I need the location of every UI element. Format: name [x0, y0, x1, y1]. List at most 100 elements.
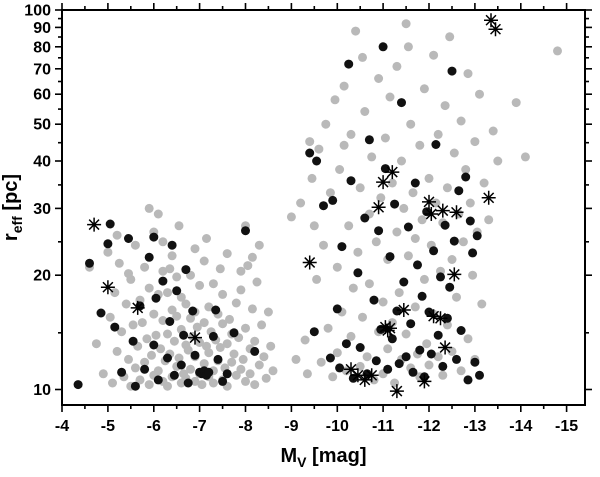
data-point-gray-circles [266, 341, 276, 351]
data-point-gray-circles [376, 193, 386, 203]
data-point-gray-circles [137, 318, 147, 328]
data-point-gray-circles [199, 359, 209, 369]
data-point-black-circles [371, 356, 381, 366]
data-point-black-circles [454, 186, 464, 196]
data-point-black-circles [378, 42, 388, 52]
data-point-black-circles [332, 304, 342, 314]
x-tick-label: -8 [238, 418, 252, 435]
data-point-gray-circles [117, 327, 127, 337]
data-point-gray-circles [408, 188, 418, 198]
data-point-gray-circles [254, 240, 264, 250]
data-point-gray-circles [431, 198, 441, 208]
data-point-gray-circles [440, 101, 450, 111]
data-point-gray-circles [296, 198, 306, 208]
data-point-gray-circles [378, 297, 388, 307]
data-point-gray-circles [463, 69, 473, 79]
data-point-gray-circles [286, 212, 296, 222]
data-point-gray-circles [442, 183, 452, 193]
data-point-gray-circles [415, 140, 425, 150]
data-point-black-circles [167, 240, 177, 250]
y-tick-label: 60 [33, 87, 51, 104]
data-point-black-circles [204, 367, 214, 377]
data-point-gray-circles [192, 322, 202, 332]
series-black-asterisks [87, 13, 503, 399]
data-point-asterisk [385, 165, 400, 180]
data-point-asterisk [302, 255, 317, 270]
data-point-gray-circles [241, 323, 250, 333]
data-point-gray-circles [130, 363, 140, 373]
data-point-gray-circles [215, 343, 225, 352]
data-point-gray-circles [229, 349, 239, 359]
data-point-asterisk [383, 321, 397, 336]
data-point-black-circles [445, 282, 455, 292]
data-point-black-circles [73, 380, 83, 390]
data-point-gray-circles [309, 221, 319, 231]
data-point-black-circles [463, 375, 473, 385]
data-point-gray-circles [406, 119, 416, 129]
data-point-gray-circles [149, 309, 159, 319]
data-point-gray-circles [394, 288, 404, 298]
data-point-gray-circles [468, 270, 478, 280]
data-point-black-circles [176, 360, 186, 370]
data-point-gray-circles [103, 247, 113, 257]
data-point-black-circles [369, 295, 379, 305]
data-point-gray-circles [429, 50, 439, 60]
data-point-gray-circles [445, 32, 455, 42]
data-point-gray-circles [520, 152, 530, 162]
data-point-asterisk [435, 203, 450, 218]
data-point-black-circles [449, 236, 459, 246]
data-point-black-circles [222, 369, 232, 379]
data-point-gray-circles [144, 283, 154, 293]
data-point-gray-circles [238, 354, 248, 364]
data-point-asterisk [447, 267, 462, 282]
data-point-gray-circles [385, 92, 395, 102]
data-point-gray-circles [353, 247, 363, 257]
data-point-gray-circles [218, 319, 228, 329]
data-point-gray-circles [344, 221, 354, 231]
data-point-black-circles [385, 252, 395, 262]
data-point-gray-circles [190, 244, 200, 254]
tick-marks [55, 3, 592, 412]
data-point-black-circles [165, 317, 175, 326]
data-point-black-circles [151, 293, 161, 303]
data-point-black-circles [153, 375, 163, 385]
data-point-asterisk [100, 280, 115, 295]
series-black-circles [73, 42, 484, 391]
data-point-black-circles [406, 319, 416, 329]
data-point-gray-circles [346, 129, 356, 139]
data-point-gray-circles [236, 266, 246, 276]
data-point-black-circles [383, 364, 393, 374]
data-point-gray-circles [438, 370, 448, 380]
data-point-gray-circles [470, 137, 480, 147]
data-point-gray-circles [419, 84, 429, 94]
data-point-gray-circles [339, 81, 349, 91]
data-point-black-circles [380, 164, 390, 174]
data-point-gray-circles [312, 274, 322, 284]
data-point-gray-circles [181, 299, 191, 309]
data-point-gray-circles [374, 74, 384, 83]
data-point-gray-circles [401, 329, 411, 339]
data-point-black-circles [179, 330, 189, 340]
data-point-black-circles [440, 220, 450, 230]
data-point-black-circles [96, 308, 106, 318]
data-point-asterisk [433, 311, 448, 326]
data-point-gray-circles [325, 188, 335, 198]
data-point-gray-circles [300, 335, 310, 345]
data-point-gray-circles [360, 107, 370, 116]
data-point-black-circles [394, 359, 404, 369]
y-tick-label: 40 [33, 154, 51, 171]
data-point-gray-circles [362, 352, 372, 362]
data-point-gray-circles [153, 366, 163, 376]
data-point-gray-circles [314, 144, 324, 154]
data-point-gray-circles [190, 376, 200, 386]
y-tick-label: 100 [24, 3, 51, 20]
data-point-gray-circles [112, 230, 122, 240]
data-point-gray-circles [417, 215, 427, 225]
data-point-gray-circles [247, 252, 257, 262]
data-point-black-circles [387, 334, 397, 344]
data-point-gray-circles [195, 280, 205, 290]
data-point-gray-circles [319, 240, 328, 250]
data-point-gray-circles [330, 95, 340, 105]
data-point-black-circles [337, 242, 347, 252]
